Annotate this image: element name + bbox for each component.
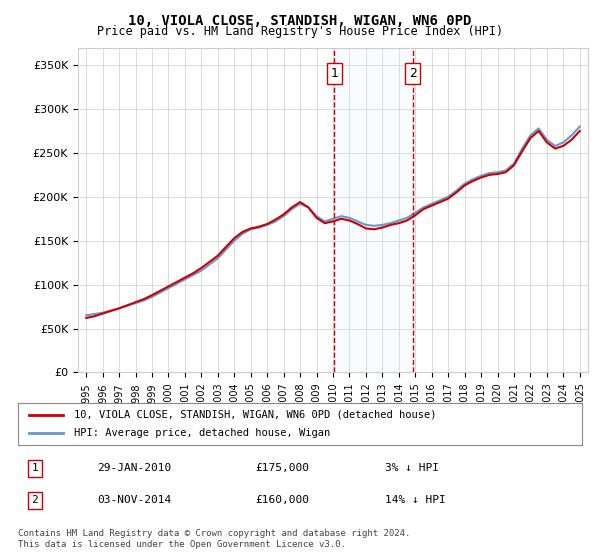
Text: 14% ↓ HPI: 14% ↓ HPI [385,496,445,506]
Text: Price paid vs. HM Land Registry's House Price Index (HPI): Price paid vs. HM Land Registry's House … [97,25,503,38]
Bar [334,48,413,372]
Text: 10, VIOLA CLOSE, STANDISH, WIGAN, WN6 0PD (detached house): 10, VIOLA CLOSE, STANDISH, WIGAN, WN6 0P… [74,410,437,420]
Text: 3% ↓ HPI: 3% ↓ HPI [385,463,439,473]
Text: 03-NOV-2014: 03-NOV-2014 [97,496,171,506]
Text: 2: 2 [32,496,38,506]
Text: 2: 2 [409,67,416,80]
Text: HPI: Average price, detached house, Wigan: HPI: Average price, detached house, Wiga… [74,428,331,438]
Text: 1: 1 [331,67,338,80]
Text: 29-JAN-2010: 29-JAN-2010 [97,463,171,473]
Text: 10, VIOLA CLOSE, STANDISH, WIGAN, WN6 0PD: 10, VIOLA CLOSE, STANDISH, WIGAN, WN6 0P… [128,14,472,28]
Text: £175,000: £175,000 [255,463,309,473]
Text: 1: 1 [32,463,38,473]
Text: £160,000: £160,000 [255,496,309,506]
Text: Contains HM Land Registry data © Crown copyright and database right 2024.
This d: Contains HM Land Registry data © Crown c… [18,529,410,549]
